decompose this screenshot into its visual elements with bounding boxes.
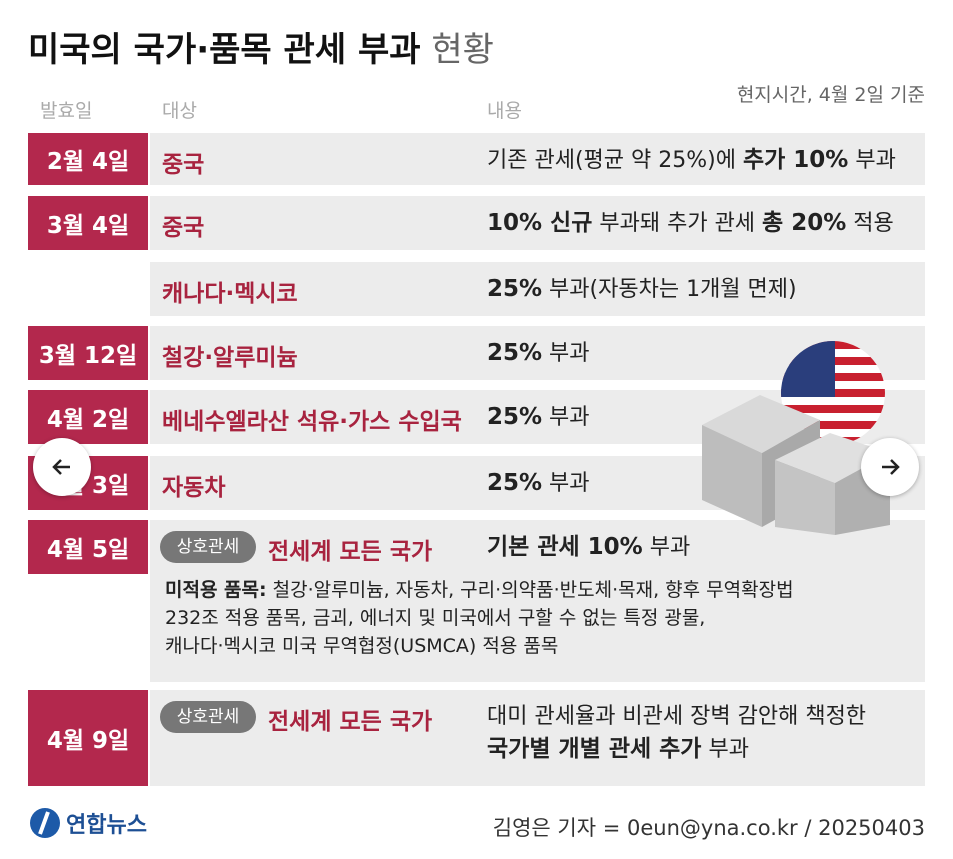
target: 베네수엘라산 석유·가스 수입국 (162, 409, 462, 435)
content-text: 기존 관세(평균 약 25%)에 (487, 148, 743, 173)
exempt-note: 미적용 품목: 철강·알루미늄, 자동차, 구리·의약품·반도체·목재, 향후 … (165, 576, 794, 660)
content-text: 부과 (542, 341, 590, 366)
content: 기본 관세 10% 부과 (487, 531, 690, 564)
title-suffix: 현황 (431, 30, 494, 70)
content-line: 25% 부과(자동차는 1개월 면제) (487, 273, 797, 306)
content: 25% 부과(자동차는 1개월 면제) (487, 273, 797, 306)
content-text: 25% (487, 404, 543, 430)
note: 현지시간, 4월 2일 기준 (736, 84, 925, 106)
arrow-icon (52, 459, 70, 475)
content-text: 부과 (542, 405, 590, 430)
credit: 김영은 기자 = 0eun@yna.co.kr / 20250403 (492, 816, 925, 840)
date: 4월 2일 (28, 390, 148, 444)
note-line: 미적용 품목: 철강·알루미늄, 자동차, 구리·의약품·반도체·목재, 향후 … (165, 576, 794, 604)
content: 25% 부과 (487, 337, 590, 370)
row-background (150, 520, 925, 682)
content-line: 25% 부과 (487, 401, 590, 434)
content-text: 25% (487, 276, 543, 302)
column-header: 내용 (487, 100, 522, 122)
title: 미국의 국가·품목 관세 부과 (28, 30, 421, 70)
date: 3월 12일 (28, 326, 148, 380)
content-text: 총 20% (762, 210, 847, 236)
content-line: 기본 관세 10% 부과 (487, 531, 690, 564)
target: 철강·알루미늄 (162, 345, 298, 371)
content-line: 10% 신규 부과돼 추가 관세 총 20% 적용 (487, 207, 894, 240)
logo-mark (30, 808, 60, 838)
date: 3월 4일 (28, 196, 148, 250)
content-line: 국가별 개별 관세 추가 부과 (487, 733, 866, 766)
content-text: 국가별 개별 관세 추가 (487, 736, 702, 762)
content-text: 부과 (848, 148, 896, 173)
row-background (150, 690, 925, 786)
row-background (150, 196, 925, 250)
content-line: 25% 부과 (487, 467, 590, 500)
content-text: 부과돼 추가 관세 (592, 211, 763, 236)
target: 캐나다·멕시코 (162, 281, 298, 307)
target: 전세계 모든 국가 (268, 539, 433, 565)
content-text: 10% 신규 (487, 210, 593, 236)
row-background (150, 262, 925, 316)
content-text: 기본 관세 10% (487, 534, 643, 560)
content-text: 부과 (701, 737, 749, 762)
content: 기존 관세(평균 약 25%)에 추가 10% 부과 (487, 144, 896, 177)
note-text: 철강·알루미늄, 자동차, 구리·의약품·반도체·목재, 향후 무역확장법 (266, 579, 794, 601)
next-button[interactable] (861, 438, 919, 496)
arrow-icon (882, 459, 900, 475)
content-text: 적용 (846, 211, 894, 236)
content: 25% 부과 (487, 467, 590, 500)
target: 중국 (162, 215, 205, 241)
note-line: 232조 적용 품목, 금괴, 에너지 및 미국에서 구할 수 없는 특정 광물… (165, 604, 794, 632)
date: 4월 9일 (28, 690, 148, 786)
column-header: 대상 (162, 100, 197, 122)
note-text: 캐나다·멕시코 미국 무역협정(USMCA) 적용 품목 (165, 635, 559, 657)
note-label: 미적용 품목: (165, 579, 267, 601)
note-line: 캐나다·멕시코 미국 무역협정(USMCA) 적용 품목 (165, 632, 794, 660)
target: 자동차 (162, 475, 226, 501)
content-text: 대미 관세율과 비관세 장벽 감안해 책정한 (487, 704, 867, 729)
content-text: 25% (487, 470, 543, 496)
content-line: 대미 관세율과 비관세 장벽 감안해 책정한 (487, 701, 866, 733)
title-block: 미국의 국가·품목 관세 부과 현황 (28, 22, 494, 71)
prev-button[interactable] (33, 438, 91, 496)
target: 전세계 모든 국가 (268, 709, 433, 735)
content-text: 부과 (542, 471, 590, 496)
column-header: 발효일 (40, 100, 93, 122)
content-text: 부과(자동차는 1개월 면제) (542, 277, 797, 302)
content-line: 25% 부과 (487, 337, 590, 370)
logo-text: 연합뉴스 (66, 813, 147, 838)
content-text: 25% (487, 340, 543, 366)
logo: 연합뉴스 (28, 806, 147, 840)
illustration (702, 341, 890, 535)
content-line: 기존 관세(평균 약 25%)에 추가 10% 부과 (487, 144, 896, 177)
tag: 상호관세 (160, 701, 256, 733)
date: 2월 4일 (28, 133, 148, 185)
content: 10% 신규 부과돼 추가 관세 총 20% 적용 (487, 207, 894, 240)
content-text: 추가 10% (742, 147, 849, 173)
note-text: 232조 적용 품목, 금괴, 에너지 및 미국에서 구할 수 없는 특정 광물… (165, 607, 706, 629)
content-text: 부과 (642, 535, 691, 560)
target: 중국 (162, 152, 205, 178)
tag: 상호관세 (160, 531, 256, 563)
content: 25% 부과 (487, 401, 590, 434)
date: 4월 5일 (28, 520, 148, 574)
row-background (150, 133, 925, 185)
